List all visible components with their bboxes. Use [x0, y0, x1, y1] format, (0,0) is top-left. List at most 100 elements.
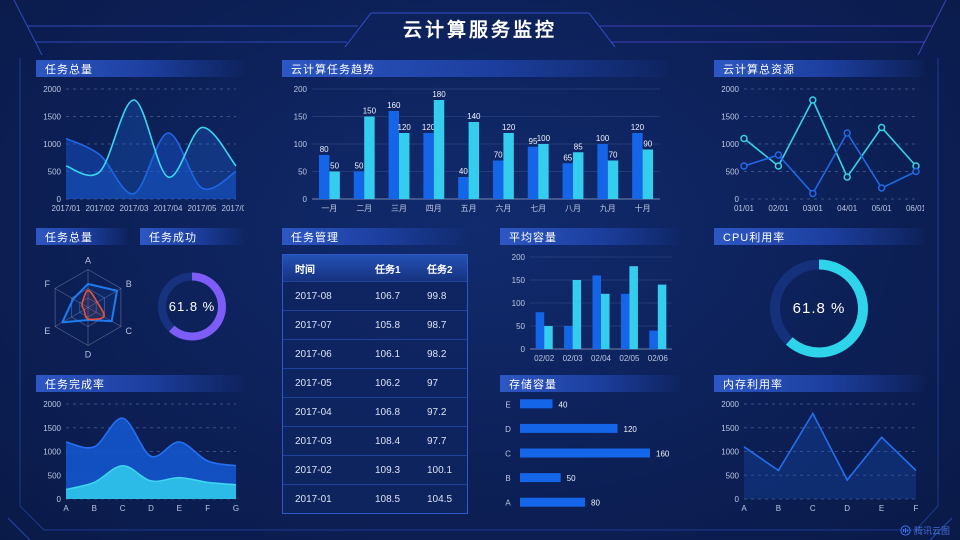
svg-text:A: A [741, 504, 747, 513]
svg-text:02/03: 02/03 [563, 354, 584, 363]
svg-text:1000: 1000 [43, 140, 61, 149]
svg-text:03/01: 03/01 [803, 204, 824, 213]
panel-title: 任务完成率 [36, 375, 244, 392]
cpu-usage-gauge: 61.8 % [714, 245, 924, 372]
page-header: 云计算服务监控 [0, 0, 960, 55]
svg-text:八月: 八月 [565, 204, 581, 213]
svg-text:100: 100 [596, 134, 610, 143]
svg-text:十月: 十月 [635, 203, 651, 213]
watermark-label: 腾讯云图 [913, 526, 950, 536]
svg-text:01/01: 01/01 [734, 204, 755, 213]
svg-text:G: G [233, 504, 239, 513]
svg-text:150: 150 [294, 113, 308, 122]
svg-text:F: F [45, 279, 51, 289]
table-row: 2017-07 105.8 98.7 [283, 310, 467, 339]
svg-text:160: 160 [387, 101, 401, 110]
svg-text:0: 0 [735, 495, 740, 504]
svg-text:200: 200 [512, 253, 526, 262]
svg-text:2017/05: 2017/05 [188, 204, 217, 213]
svg-text:1500: 1500 [721, 113, 739, 122]
svg-text:1000: 1000 [721, 140, 739, 149]
svg-text:02/01: 02/01 [768, 204, 789, 213]
svg-text:500: 500 [726, 168, 740, 177]
svg-text:500: 500 [48, 168, 62, 177]
avg-capacity-bar-chart: 0 50 100 150 200 02/02 02/03 02/04 02/05 02/06 [500, 245, 680, 365]
svg-text:40: 40 [459, 167, 468, 176]
svg-text:50: 50 [567, 474, 576, 483]
svg-text:120: 120 [398, 123, 412, 132]
svg-text:七月: 七月 [530, 204, 546, 213]
watermark: 腾讯云图 [900, 524, 950, 537]
svg-text:C: C [810, 504, 816, 513]
svg-text:95: 95 [529, 137, 538, 146]
svg-text:70: 70 [609, 151, 618, 160]
svg-text:100: 100 [294, 140, 308, 149]
svg-text:A: A [85, 256, 91, 266]
svg-text:180: 180 [432, 90, 446, 99]
table-row: 2017-01 108.5 104.5 [283, 484, 467, 513]
svg-text:D: D [505, 425, 511, 434]
panel-title: 任务总量 [36, 60, 244, 77]
svg-text:二月: 二月 [356, 204, 372, 213]
svg-text:C: C [125, 326, 132, 336]
svg-text:四月: 四月 [426, 204, 442, 213]
table-row: 2017-03 108.4 97.7 [283, 426, 467, 455]
task-total-radar-chart: A B C D E F [36, 245, 140, 370]
svg-text:150: 150 [363, 107, 377, 116]
svg-text:120: 120 [502, 123, 516, 132]
svg-text:六月: 六月 [495, 203, 511, 213]
panel-title: 内存利用率 [714, 375, 924, 392]
svg-text:200: 200 [294, 85, 308, 94]
panel-avg-capacity: 平均容量 0 50 100 150 200 02/02 02/03 02/04 02/05 02/… [500, 228, 680, 365]
svg-text:C: C [120, 504, 126, 513]
page-title: 云计算服务监控 [402, 20, 557, 41]
svg-text:2017/02: 2017/02 [86, 204, 115, 213]
table-row: 2017-08 106.7 99.8 [283, 281, 467, 310]
svg-text:02/06: 02/06 [648, 354, 669, 363]
memory-line-chart: 0 500 1000 1500 2000 A B C D E F [714, 392, 924, 515]
task-trend-bar-chart: 0 50 100 150 200 一月 二月 三月 四月 五月 六月 七月 八月 九月 十月 80 50 160 1… [282, 77, 668, 215]
cpu-usage-value: 61.8 % [792, 300, 846, 317]
task-success-gauge: 61.8 % [140, 245, 244, 368]
table-row: 2017-06 106.1 98.2 [283, 339, 467, 368]
svg-text:06/01: 06/01 [906, 204, 924, 213]
panel-total-resources: 云计算总资源 0 500 1000 1500 2000 01/01 02/01 03/01 04… [714, 60, 924, 215]
svg-text:05/01: 05/01 [872, 204, 893, 213]
svg-text:B: B [776, 504, 781, 513]
svg-text:120: 120 [422, 123, 436, 132]
svg-text:04/01: 04/01 [837, 204, 858, 213]
panel-task-total-area: 任务总量 0 500 1000 1500 2000 2017/01 2017/02 2017/… [36, 60, 244, 215]
svg-text:F: F [205, 504, 210, 513]
total-resources-line-chart: 0 500 1000 1500 2000 01/01 02/01 03/01 04/01 05/0… [714, 77, 924, 215]
tencent-cloud-logo-icon [900, 525, 911, 536]
svg-text:0: 0 [303, 195, 308, 204]
svg-text:E: E [44, 326, 50, 336]
svg-text:1500: 1500 [43, 113, 61, 122]
svg-text:70: 70 [494, 151, 503, 160]
svg-text:B: B [505, 474, 510, 483]
svg-text:F: F [914, 504, 919, 513]
table-row: 2017-05 106.2 97 [283, 368, 467, 397]
svg-text:120: 120 [631, 123, 645, 132]
panel-task-trend: 云计算任务趋势 0 50 100 150 200 一月 二月 三月 四月 五月 六月 七月 八月 九月 十月… [282, 60, 668, 215]
svg-text:D: D [844, 504, 850, 513]
svg-text:500: 500 [48, 471, 62, 480]
svg-text:80: 80 [591, 499, 600, 508]
svg-text:2000: 2000 [43, 400, 61, 409]
svg-text:A: A [505, 499, 511, 508]
task-management-table: 时间 任务1 任务2 2017-08 106.7 99.8 2017-07 105.8 98.7… [282, 254, 468, 514]
svg-text:85: 85 [574, 142, 583, 151]
svg-text:2017/06: 2017/06 [222, 204, 244, 213]
svg-text:90: 90 [643, 140, 652, 149]
storage-hbar-chart: E 40 D 120 C 160 B 50 A 80 [500, 392, 680, 515]
svg-text:2000: 2000 [43, 85, 61, 94]
panel-task-success: 任务成功 61.8 % [140, 228, 244, 368]
svg-text:2000: 2000 [721, 400, 739, 409]
task-success-value: 61.8 % [168, 299, 216, 314]
svg-text:2017/03: 2017/03 [120, 204, 149, 213]
svg-text:1500: 1500 [721, 424, 739, 433]
svg-text:D: D [148, 504, 154, 513]
panel-title: 任务成功 [140, 228, 244, 245]
svg-text:0: 0 [521, 345, 526, 354]
svg-text:150: 150 [512, 276, 526, 285]
